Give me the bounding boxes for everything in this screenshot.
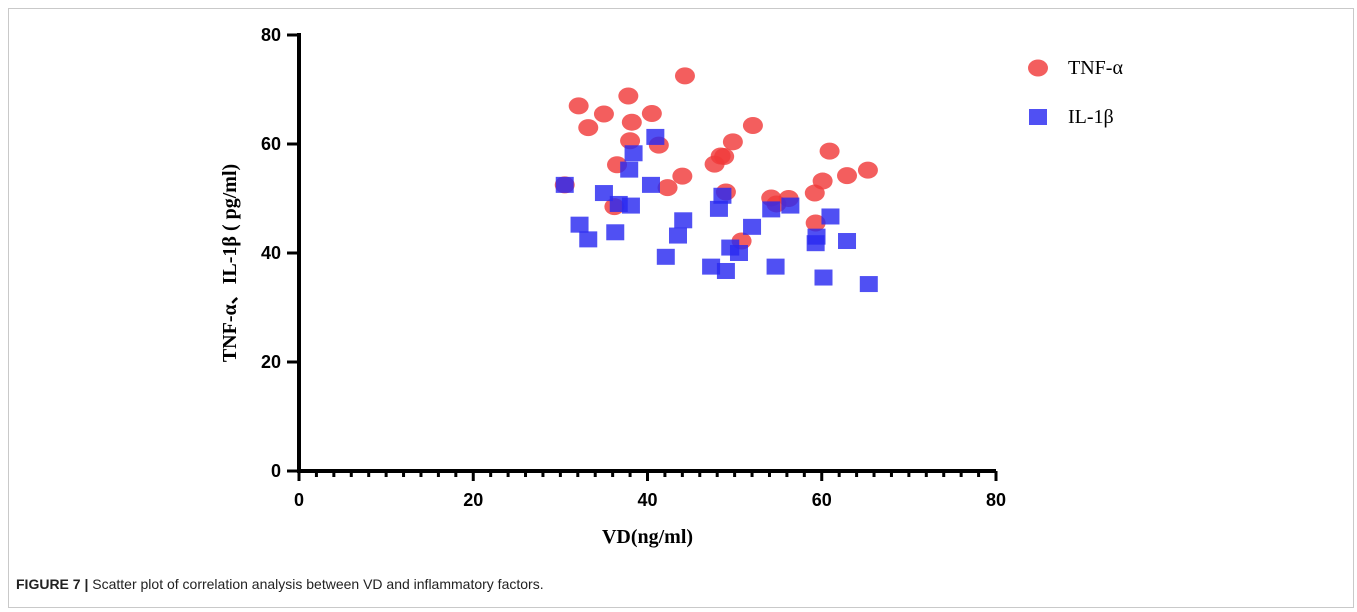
y-tick-label: 60 (261, 134, 281, 154)
il-1beta-point (762, 201, 781, 218)
il-1beta-point (641, 176, 660, 193)
il-1beta-point (656, 248, 675, 265)
figure-caption: FIGURE 7 | Scatter plot of correlation a… (16, 576, 544, 592)
y-tick-label: 80 (261, 25, 281, 45)
il-1beta-point (620, 161, 639, 178)
x-tick-label: 60 (812, 490, 832, 510)
il-1beta-point (702, 258, 721, 275)
il-1beta-point (814, 269, 833, 286)
il-1beta-point (743, 218, 762, 235)
tnf-alpha-point (672, 167, 693, 185)
tnf-alpha-point (714, 148, 735, 166)
il-1beta-point (781, 197, 800, 214)
legend: TNF-α IL-1β (1028, 57, 1123, 128)
y-axis-title: TNF-α、IL-1β ( pg/ml) (219, 164, 241, 362)
il-1beta-point (729, 245, 748, 261)
il-1beta-point (807, 228, 826, 245)
axis-ticks: 0 20 40 60 80 0 20 40 60 80 (261, 25, 1006, 510)
tnf-alpha-point (641, 104, 662, 122)
tnf-alpha-point (857, 161, 878, 179)
x-tick-label: 40 (637, 490, 657, 510)
legend-label: IL-1β (1068, 106, 1114, 128)
data-points (554, 67, 878, 293)
x-axis-title: VD(ng/ml) (602, 526, 693, 548)
tnf-alpha-point (568, 97, 589, 115)
il-1beta-point (606, 224, 625, 241)
tnf-alpha-point (722, 133, 743, 151)
il-1beta-point (579, 231, 598, 248)
y-tick-label: 0 (271, 461, 281, 481)
tnf-alpha-point (620, 132, 641, 150)
axes (297, 33, 996, 473)
il-1beta-point (624, 145, 643, 162)
il-1beta-point (838, 233, 857, 250)
tnf-alpha-point (812, 172, 833, 190)
il-1beta-point (859, 276, 878, 293)
il-1beta-point (674, 212, 693, 229)
il-1beta-point (570, 216, 589, 233)
il-1beta-point (821, 208, 840, 225)
tnf-alpha-point (674, 67, 695, 85)
tnf-alpha-point (593, 105, 614, 123)
x-tick-label: 80 (986, 490, 1006, 510)
il-1beta-point (713, 187, 732, 204)
il-1beta-point (668, 227, 687, 244)
y-tick-label: 40 (261, 243, 281, 263)
il-1beta-point (621, 197, 640, 214)
figure-frame (8, 8, 1354, 608)
x-tick-label: 20 (463, 490, 483, 510)
il-1beta-point (709, 200, 728, 217)
legend-il-1beta-marker (1029, 109, 1047, 125)
tnf-alpha-point (578, 119, 599, 137)
il-1beta-point (594, 185, 613, 202)
x-tick-label: 0 (294, 490, 304, 510)
legend-tnf-alpha-marker (1028, 59, 1048, 77)
tnf-alpha-point (819, 142, 840, 160)
y-tick-label: 20 (261, 352, 281, 372)
tnf-alpha-point (742, 116, 763, 134)
tnf-alpha-point (805, 214, 826, 232)
legend-label: TNF-α (1068, 57, 1123, 79)
caption-text: Scatter plot of correlation analysis bet… (88, 576, 544, 592)
il-1beta-point (555, 176, 574, 193)
tnf-alpha-point (618, 87, 639, 105)
tnf-alpha-point (837, 167, 858, 185)
tnf-alpha-point (621, 113, 642, 131)
il-1beta-point (766, 258, 785, 275)
il-1beta-point (716, 262, 735, 279)
il-1beta-point (646, 128, 665, 145)
caption-label: FIGURE 7 | (16, 576, 89, 592)
tnf-alpha-point (657, 179, 678, 197)
